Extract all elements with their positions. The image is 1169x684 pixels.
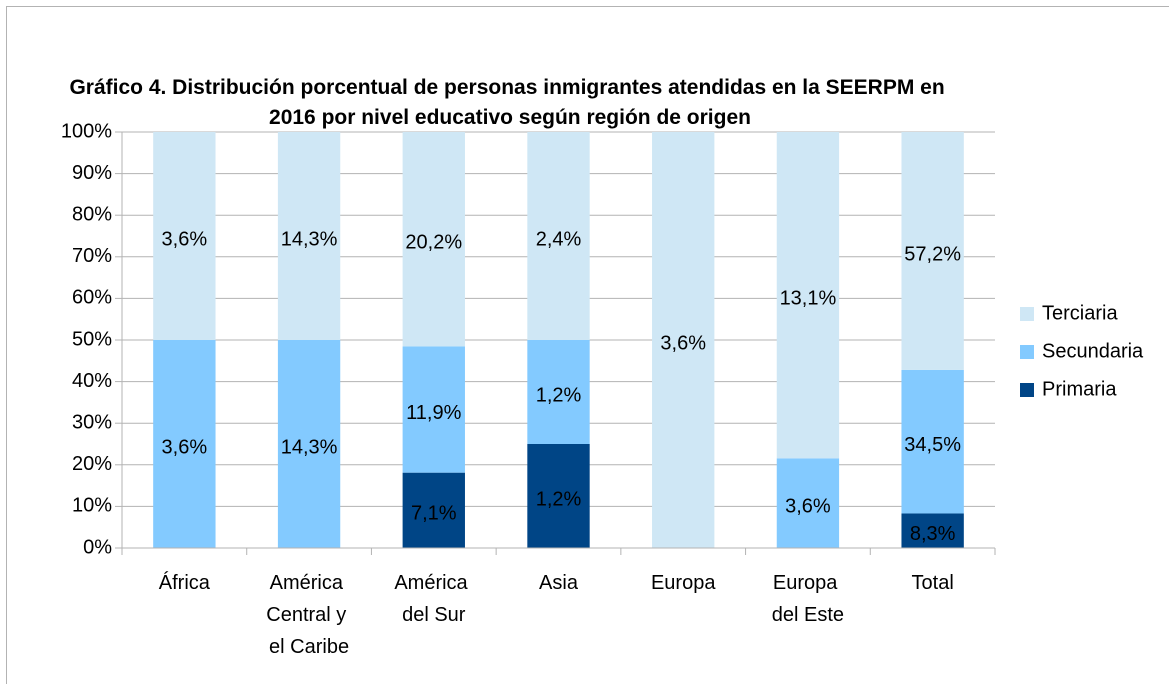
bar-segment (527, 340, 590, 444)
legend-swatch (1020, 383, 1034, 397)
x-tick-label: Europa (651, 572, 716, 594)
chart-title: Gráfico 4. Distribución porcentual de pe… (69, 76, 950, 129)
data-label: 57,2% (904, 243, 961, 265)
bar-segment (527, 132, 590, 340)
data-label: 3,6% (660, 332, 706, 354)
bar-segment (901, 513, 964, 548)
bar-segment (153, 132, 216, 340)
data-label: 1,2% (536, 488, 582, 510)
bar-segment (277, 340, 341, 548)
data-label: 8,3% (910, 523, 956, 545)
y-tick-label: 20% (72, 453, 112, 475)
bar-segment (402, 346, 465, 473)
legend-label: Secundaria (1042, 340, 1144, 362)
y-tick-label: 10% (72, 495, 112, 517)
bar-segment (901, 369, 964, 514)
y-tick-label: 100% (61, 120, 112, 142)
data-label: 14,3% (281, 228, 338, 250)
y-tick-label: 70% (72, 245, 112, 267)
data-label: 34,5% (904, 434, 961, 456)
x-tick-label: Europa del Este (772, 572, 844, 626)
bar-segment (527, 444, 590, 548)
bar-segment (153, 340, 216, 548)
x-tick-label: África (159, 571, 211, 594)
data-label: 3,6% (162, 228, 208, 250)
y-tick-label: 60% (72, 287, 112, 309)
bar-segment (901, 132, 964, 370)
data-label: 2,4% (536, 228, 582, 250)
x-tick-label: Asia (539, 572, 579, 594)
x-tick-label: América Central y el Caribe (266, 572, 352, 658)
data-label: 13,1% (780, 287, 837, 309)
bar-segment (776, 458, 840, 548)
data-label: 7,1% (411, 503, 457, 525)
x-tick-label: América del Sur (394, 572, 473, 626)
y-tick-label: 40% (72, 370, 112, 392)
data-label: 11,9% (406, 402, 461, 424)
y-tick-label: 80% (72, 203, 112, 225)
data-label: 3,6% (785, 495, 831, 517)
legend-label: Primaria (1042, 378, 1117, 400)
legend-label: Terciaria (1042, 302, 1118, 324)
y-tick-label: 30% (72, 411, 112, 433)
legend-swatch (1020, 345, 1034, 359)
bar-segment (402, 472, 465, 548)
bar-segment (277, 132, 341, 340)
data-label: 20,2% (405, 231, 462, 253)
y-tick-label: 0% (83, 536, 112, 558)
data-label: 14,3% (281, 436, 338, 458)
bar-segment (402, 132, 465, 347)
data-label: 3,6% (162, 436, 208, 458)
bar-segment (776, 132, 840, 459)
legend-swatch (1020, 307, 1034, 321)
bar-segment (652, 132, 715, 548)
y-tick-label: 90% (72, 162, 112, 184)
data-label: 1,2% (536, 384, 582, 406)
y-tick-label: 50% (72, 328, 112, 350)
x-tick-label: Total (912, 572, 954, 594)
